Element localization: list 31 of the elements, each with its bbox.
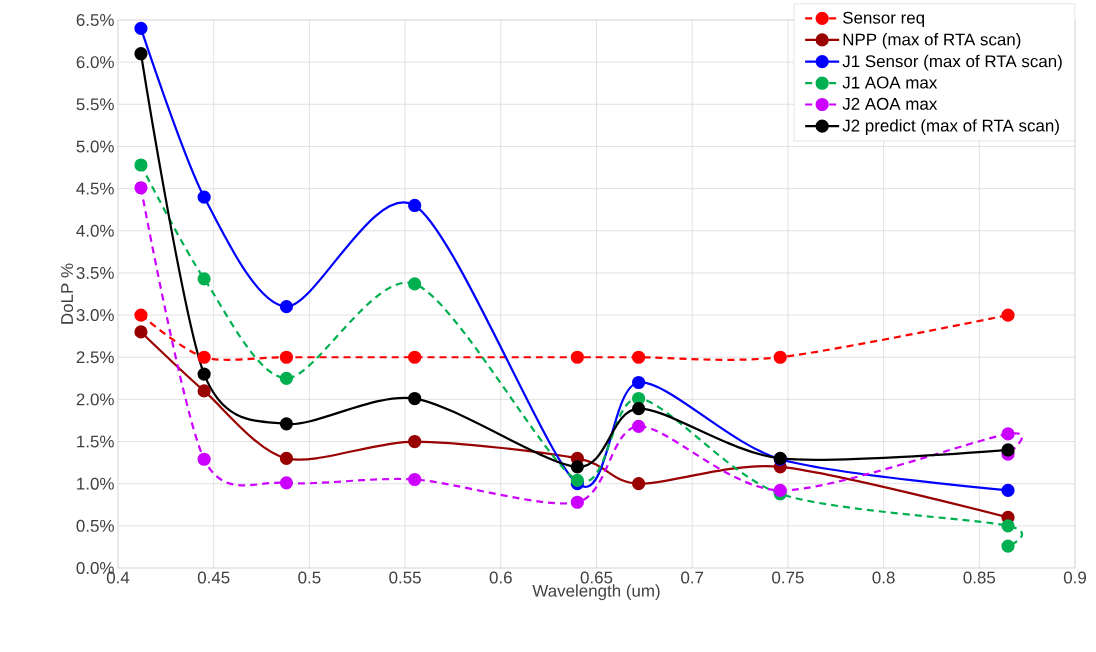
legend-label: J2 AOA max: [842, 97, 938, 110]
x-tick-label: 0.5: [298, 571, 321, 584]
x-tick-label: 0.9: [1063, 571, 1086, 584]
x-tick-label: 0.85: [963, 571, 996, 584]
y-tick-label: 1.0%: [77, 477, 114, 490]
legend-label: NPP (max of RTA scan): [843, 33, 1021, 49]
x-tick-label: 0.75: [772, 571, 804, 584]
y-tick-label: 6.5%: [76, 14, 114, 26]
y-tick-label: 0.5%: [76, 519, 114, 532]
x-tick-label: 0.7: [681, 571, 704, 584]
y-tick-label: 4.0%: [76, 224, 114, 237]
y-tick-label: 3.5%: [76, 266, 114, 279]
legend-label: J1 AOA max: [842, 76, 938, 89]
y-tick-label: 5.0%: [76, 140, 114, 153]
x-tick-label: 0.45: [197, 571, 230, 584]
x-tick-label: 0.65: [580, 571, 613, 584]
x-tick-label: 0.55: [389, 571, 421, 584]
y-tick-label: 2.0%: [76, 393, 114, 406]
y-tick-label: 1.5%: [77, 435, 114, 448]
legend-label: Sensor req: [843, 11, 924, 28]
y-tick-label: 3.0%: [76, 309, 114, 322]
y-tick-label: 2.5%: [76, 351, 114, 364]
x-tick-label: 0.8: [872, 571, 895, 584]
legend-label: J1 Sensor (max of RTA scan): [842, 54, 1062, 71]
y-tick-label: 5.5%: [76, 98, 114, 111]
y-axis-title: DoLP %: [61, 263, 74, 324]
x-tick-label: 0.6: [489, 571, 512, 584]
legend-label: J2 predict (max of RTA scan): [842, 119, 1059, 135]
y-tick-label: 4.5%: [76, 182, 114, 195]
y-tick-label: 6.0%: [76, 56, 114, 69]
x-axis-title: Wavelength (um): [532, 584, 660, 601]
